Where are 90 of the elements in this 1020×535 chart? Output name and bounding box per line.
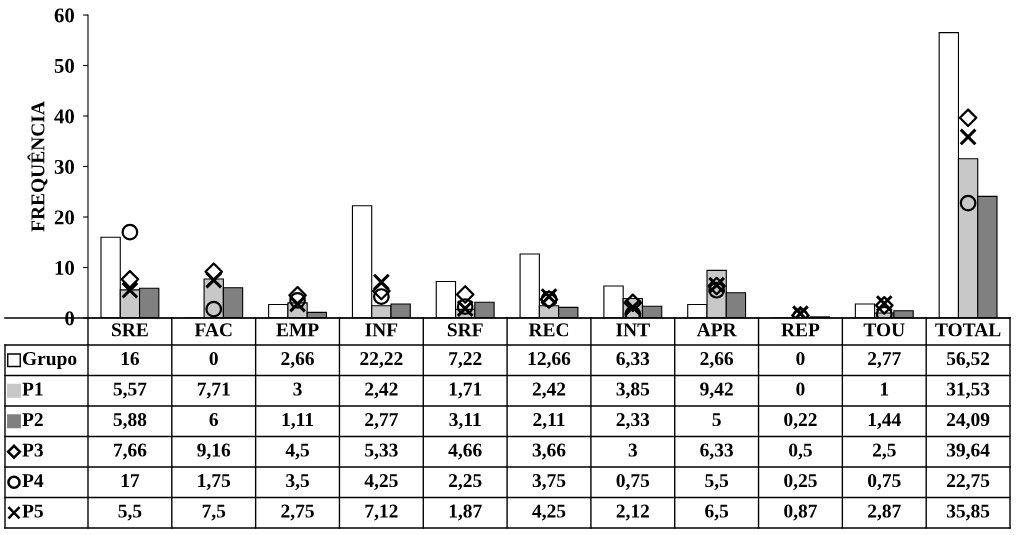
legend-label: P2 <box>22 413 43 426</box>
data-label: 39,64 <box>946 443 990 460</box>
data-label: 2,12 <box>616 504 649 521</box>
x-tick-label: EMP <box>276 323 319 337</box>
data-label: 1,11 <box>282 413 314 429</box>
data-label: 2,75 <box>281 504 314 521</box>
x-tick-label: APR <box>696 323 737 337</box>
data-label: 2,25 <box>448 474 482 490</box>
data-label: 3,5 <box>286 474 309 490</box>
data-label: 3,11 <box>449 413 481 429</box>
data-label: 4,25 <box>364 474 398 490</box>
data-label: 7,71 <box>197 382 230 399</box>
data-label: 4,5 <box>285 443 309 460</box>
y-tick-label: 40 <box>54 109 75 124</box>
x-tick-label: REC <box>528 323 569 337</box>
legend-label: P3 <box>22 443 43 457</box>
data-label: 2,87 <box>868 504 901 521</box>
data-label: 2,33 <box>616 413 650 429</box>
data-label: 2,66 <box>281 352 314 368</box>
y-tick-label: 10 <box>55 260 75 275</box>
data-label: 1,75 <box>198 474 231 490</box>
data-label: 2,77 <box>868 352 901 368</box>
legend-label: P1 <box>22 382 43 396</box>
data-label: 0,75 <box>616 474 650 490</box>
data-label: 17 <box>121 474 140 487</box>
data-label: 6,33 <box>700 443 733 460</box>
data-label: 2,42 <box>365 382 398 399</box>
legend-label: P5 <box>22 504 43 518</box>
legend-label: P4 <box>22 474 44 487</box>
data-label: 0,22 <box>784 413 817 429</box>
data-label: 3,66 <box>532 443 566 460</box>
data-label: 12,66 <box>528 352 571 368</box>
data-label: 6,33 <box>616 352 650 368</box>
data-label: 7,22 <box>449 352 482 368</box>
data-label: 4,25 <box>532 504 566 521</box>
data-label: 22,75 <box>947 474 990 490</box>
x-tick-label: INF <box>365 323 398 337</box>
legend-label: Grupo <box>22 352 77 370</box>
data-label: 24,09 <box>947 413 990 429</box>
data-label: 9,42 <box>700 382 733 399</box>
data-label: 7,66 <box>114 443 147 460</box>
x-tick-label: TOTAL <box>935 323 1001 337</box>
data-label: 1,71 <box>449 382 482 399</box>
y-tick-label: 20 <box>54 210 75 225</box>
y-tick-label: 60 <box>54 8 75 23</box>
data-label: 0 <box>209 352 218 366</box>
data-label: 4,66 <box>448 443 482 460</box>
data-label: 6 <box>209 413 219 427</box>
y-tick-label: 50 <box>54 58 75 73</box>
y-tick-label: 30 <box>54 159 75 174</box>
data-label: 3 <box>628 443 638 457</box>
data-label: 2,77 <box>365 413 398 429</box>
data-label: 56,52 <box>946 352 990 368</box>
data-label: 35,85 <box>946 504 990 521</box>
x-tick-label: SRE <box>112 323 148 337</box>
data-label: 1,87 <box>449 504 482 521</box>
x-tick-label: TOU <box>863 323 905 337</box>
x-tick-label: REP <box>781 323 820 337</box>
data-label: 2,11 <box>533 413 565 429</box>
data-label: 5,5 <box>705 474 729 490</box>
data-label: 7,5 <box>202 504 226 521</box>
data-label: 2,42 <box>532 382 566 399</box>
data-label: 7,12 <box>365 504 398 521</box>
data-label: 1 <box>880 382 889 396</box>
data-label: 3,75 <box>532 474 566 490</box>
data-label: 0 <box>796 382 805 396</box>
data-label: 3,85 <box>616 382 650 399</box>
data-label: 22,22 <box>360 352 403 368</box>
x-tick-label: SRF <box>447 323 483 337</box>
data-label: 0,87 <box>784 504 817 521</box>
data-label: 0,25 <box>784 474 817 490</box>
data-label: 5,5 <box>118 504 142 521</box>
data-label: 9,16 <box>197 443 231 460</box>
data-label: 0,5 <box>789 443 812 460</box>
data-label: 1,44 <box>868 413 901 429</box>
data-label: 0,75 <box>868 474 901 490</box>
data-label: 6,5 <box>705 504 729 521</box>
data-label: 2,5 <box>872 443 896 460</box>
data-label: 2,66 <box>700 352 734 368</box>
data-label: 0 <box>796 352 805 366</box>
data-label: 3 <box>293 382 302 396</box>
data-label: 16 <box>121 352 140 366</box>
data-label: 5,57 <box>113 382 147 399</box>
x-tick-label: FAC <box>194 323 232 337</box>
data-label: 5,33 <box>365 443 398 460</box>
data-label: 31,53 <box>946 382 990 399</box>
x-tick-label: INT <box>616 323 650 337</box>
y-axis-title: FREQUÊNCIA <box>27 101 48 232</box>
data-label: 5 <box>712 413 721 427</box>
data-label: 5,88 <box>113 413 147 429</box>
